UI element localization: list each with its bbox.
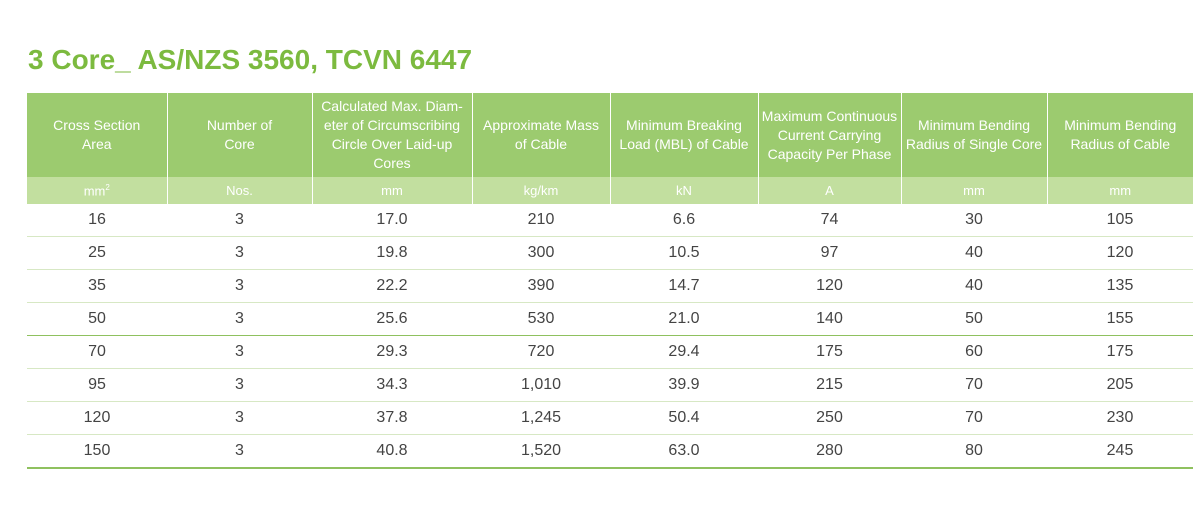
page-title: 3 Core_ AS/NZS 3560, TCVN 6447 — [28, 44, 473, 75]
unit-cell: kg/km — [471, 177, 610, 204]
table-cell: 300 — [472, 236, 610, 270]
table-cell: 250 — [758, 401, 901, 435]
table-cell: 60 — [901, 335, 1047, 369]
table-cell: 3 — [167, 302, 312, 336]
table-cell: 3 — [167, 434, 312, 469]
table-cell: 40 — [901, 236, 1047, 270]
table-row: 70 3 29.3 720 29.4 175 60 175 — [27, 335, 1193, 369]
table-row: 35 3 22.2 390 14.7 120 40 135 — [27, 269, 1193, 303]
table-cell: 39.9 — [610, 368, 758, 402]
table-cell: 22.2 — [312, 269, 472, 303]
table-cell: 80 — [901, 434, 1047, 469]
column-header: Maximum Continuous Current Carrying Capaci… — [757, 93, 901, 177]
table-cell: 30 — [901, 204, 1047, 237]
table-cell: 37.8 — [312, 401, 472, 435]
header-row: Cross Section Area Number of Core Calculat… — [27, 93, 1193, 177]
column-header: Calculated Max. Diam-eter of Circumscrib… — [311, 93, 472, 177]
table-cell: 70 — [27, 335, 167, 369]
table-cell: 17.0 — [312, 204, 472, 237]
table-cell: 230 — [1047, 401, 1193, 435]
unit-cell: mm — [900, 177, 1047, 204]
table-cell: 175 — [1047, 335, 1193, 369]
table-cell: 34.3 — [312, 368, 472, 402]
unit-cell: mm2 — [27, 177, 167, 204]
table-cell: 50 — [901, 302, 1047, 336]
table-cell: 530 — [472, 302, 610, 336]
table-cell: 40 — [901, 269, 1047, 303]
table-cell: 3 — [167, 204, 312, 237]
table-cell: 14.7 — [610, 269, 758, 303]
table-cell: 1,010 — [472, 368, 610, 402]
table-cell: 390 — [472, 269, 610, 303]
unit-cell: Nos. — [166, 177, 312, 204]
table-row: 150 3 40.8 1,520 63.0 280 80 245 — [27, 434, 1193, 469]
table-cell: 120 — [758, 269, 901, 303]
table-row: 95 3 34.3 1,010 39.9 215 70 205 — [27, 368, 1193, 402]
table-cell: 3 — [167, 236, 312, 270]
table-cell: 3 — [167, 401, 312, 435]
unit-cell: mm — [311, 177, 472, 204]
table-cell: 720 — [472, 335, 610, 369]
table-cell: 215 — [758, 368, 901, 402]
table-cell: 19.8 — [312, 236, 472, 270]
cable-spec-table: Cross Section Area Number of Core Calculat… — [27, 93, 1193, 469]
column-header: Minimum Bending Radius of Cable — [1046, 93, 1193, 177]
table-cell: 29.3 — [312, 335, 472, 369]
column-header: Number of Core — [166, 93, 312, 177]
table-cell: 6.6 — [610, 204, 758, 237]
unit-cell: kN — [609, 177, 758, 204]
column-header: Minimum Bending Radius of Single Core — [900, 93, 1047, 177]
table-cell: 150 — [27, 434, 167, 469]
table-row: 16 3 17.0 210 6.6 74 30 105 — [27, 204, 1193, 237]
table-cell: 245 — [1047, 434, 1193, 469]
table-cell: 29.4 — [610, 335, 758, 369]
table-cell: 3 — [167, 368, 312, 402]
unit-cell: mm — [1046, 177, 1193, 204]
table-cell: 210 — [472, 204, 610, 237]
table-cell: 21.0 — [610, 302, 758, 336]
table-cell: 50.4 — [610, 401, 758, 435]
table-cell: 280 — [758, 434, 901, 469]
column-header: Approximate Mass of Cable — [471, 93, 610, 177]
table-cell: 95 — [27, 368, 167, 402]
table-cell: 70 — [901, 401, 1047, 435]
table-cell: 120 — [27, 401, 167, 435]
table-cell: 140 — [758, 302, 901, 336]
table-row: 120 3 37.8 1,245 50.4 250 70 230 — [27, 401, 1193, 435]
table-cell: 3 — [167, 335, 312, 369]
table-cell: 35 — [27, 269, 167, 303]
table-cell: 16 — [27, 204, 167, 237]
table-cell: 135 — [1047, 269, 1193, 303]
table-cell: 155 — [1047, 302, 1193, 336]
table-cell: 40.8 — [312, 434, 472, 469]
unit-row: mm2 Nos. mm kg/km kN A mm mm — [27, 177, 1193, 204]
column-header: Cross Section Area — [27, 93, 167, 177]
table-cell: 63.0 — [610, 434, 758, 469]
unit-cell: A — [757, 177, 901, 204]
table-cell: 70 — [901, 368, 1047, 402]
column-header: Minimum Breaking Load (MBL) of Cable — [609, 93, 758, 177]
table-cell: 105 — [1047, 204, 1193, 237]
table-cell: 25 — [27, 236, 167, 270]
table-cell: 25.6 — [312, 302, 472, 336]
table-cell: 120 — [1047, 236, 1193, 270]
table-cell: 10.5 — [610, 236, 758, 270]
table-cell: 74 — [758, 204, 901, 237]
table-cell: 175 — [758, 335, 901, 369]
table-cell: 50 — [27, 302, 167, 336]
table-cell: 97 — [758, 236, 901, 270]
table-cell: 1,245 — [472, 401, 610, 435]
table-body: 16 3 17.0 210 6.6 74 30 105 25 3 19.8 300 10.5 97 40 12… — [27, 204, 1193, 469]
table-row: 50 3 25.6 530 21.0 140 50 155 — [27, 302, 1193, 336]
table-cell: 3 — [167, 269, 312, 303]
table-row: 25 3 19.8 300 10.5 97 40 120 — [27, 236, 1193, 270]
table-cell: 205 — [1047, 368, 1193, 402]
table-cell: 1,520 — [472, 434, 610, 469]
